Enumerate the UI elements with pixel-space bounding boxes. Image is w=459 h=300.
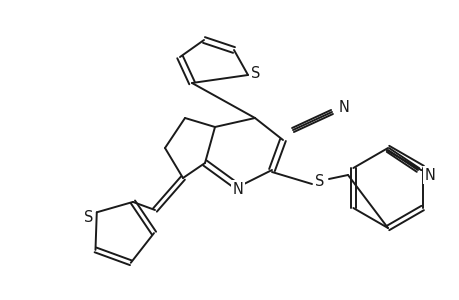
Text: S: S — [84, 210, 93, 225]
Text: S: S — [314, 173, 324, 188]
Text: N: N — [424, 167, 435, 182]
Text: N: N — [338, 100, 349, 115]
Text: N: N — [232, 182, 243, 196]
Text: S: S — [251, 65, 260, 80]
